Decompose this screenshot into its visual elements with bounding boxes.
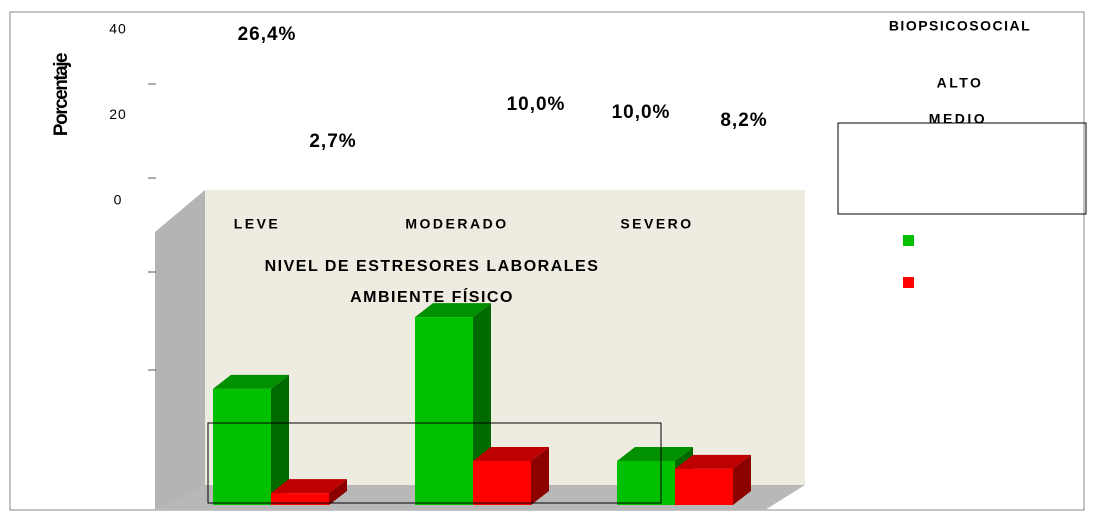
bar-side [329, 479, 347, 505]
bar [415, 303, 491, 505]
legend-label: ALTO [937, 75, 984, 91]
bar-front [271, 493, 329, 505]
bar [213, 374, 289, 505]
value-label: 26,4% [238, 24, 297, 45]
bar-top [617, 447, 693, 461]
y-tick-label: 40 [109, 21, 127, 37]
bar-top [415, 303, 491, 318]
bar-front [213, 388, 271, 505]
y-tick-label: 20 [109, 106, 127, 122]
bar-top [473, 447, 549, 461]
bar-front [415, 317, 473, 505]
value-label: 10,0% [507, 94, 566, 115]
bar-front [675, 468, 733, 505]
x-tick-label: MODERADO [405, 216, 508, 232]
legend-label: MEDIO [929, 111, 987, 127]
x-tick-label: SEVERO [620, 216, 693, 232]
plot-frame [207, 422, 662, 504]
bar-side [733, 454, 751, 505]
axis-dashes [148, 83, 156, 371]
value-label: 2,7% [309, 131, 356, 152]
legend-swatch [903, 235, 914, 246]
bar-top [675, 454, 751, 469]
bar-top [271, 479, 347, 494]
side-wall [155, 190, 205, 510]
y-tick-label: 0 [114, 192, 123, 208]
bar [675, 454, 751, 505]
back-wall [205, 190, 805, 490]
legend-box [837, 122, 1087, 215]
bar-side [531, 447, 549, 505]
value-label: 10,0% [612, 102, 671, 123]
y-axis-title: Porcentaje [51, 53, 72, 136]
bar [473, 447, 549, 505]
bar [271, 479, 347, 505]
bar-front [617, 461, 675, 505]
legend-swatch [903, 277, 914, 288]
bar-side [271, 374, 289, 505]
bar-top [213, 374, 289, 389]
x-tick-label: LEVE [234, 216, 281, 232]
x-axis-title: AMBIENTE FÍSICO [350, 287, 514, 306]
bar-front [473, 461, 531, 505]
legend-title: BIOPSICOSOCIAL [889, 18, 1031, 34]
value-label: 8,2% [720, 110, 767, 131]
x-axis-title: NIVEL DE ESTRESORES LABORALES [265, 258, 600, 275]
